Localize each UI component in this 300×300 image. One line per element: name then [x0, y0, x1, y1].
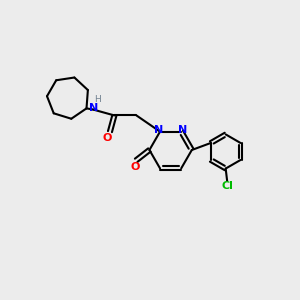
Text: N: N [178, 125, 187, 135]
Text: O: O [130, 162, 140, 172]
Text: N: N [88, 103, 98, 113]
Text: O: O [102, 133, 112, 142]
Text: N: N [154, 125, 163, 135]
Text: Cl: Cl [221, 181, 233, 191]
Text: H: H [94, 95, 101, 104]
